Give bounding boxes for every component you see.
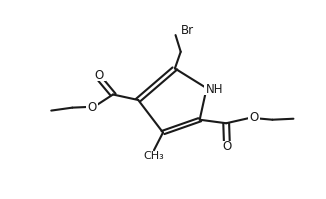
Text: O: O [223, 140, 232, 153]
Text: O: O [95, 69, 104, 82]
Text: NH: NH [206, 83, 223, 96]
FancyBboxPatch shape [85, 102, 98, 112]
FancyBboxPatch shape [93, 71, 106, 81]
FancyBboxPatch shape [248, 112, 260, 123]
Text: CH₃: CH₃ [143, 151, 164, 161]
FancyBboxPatch shape [221, 141, 234, 151]
FancyBboxPatch shape [204, 83, 225, 95]
Text: O: O [87, 100, 96, 114]
Text: Br: Br [181, 24, 195, 37]
Text: O: O [250, 111, 259, 124]
